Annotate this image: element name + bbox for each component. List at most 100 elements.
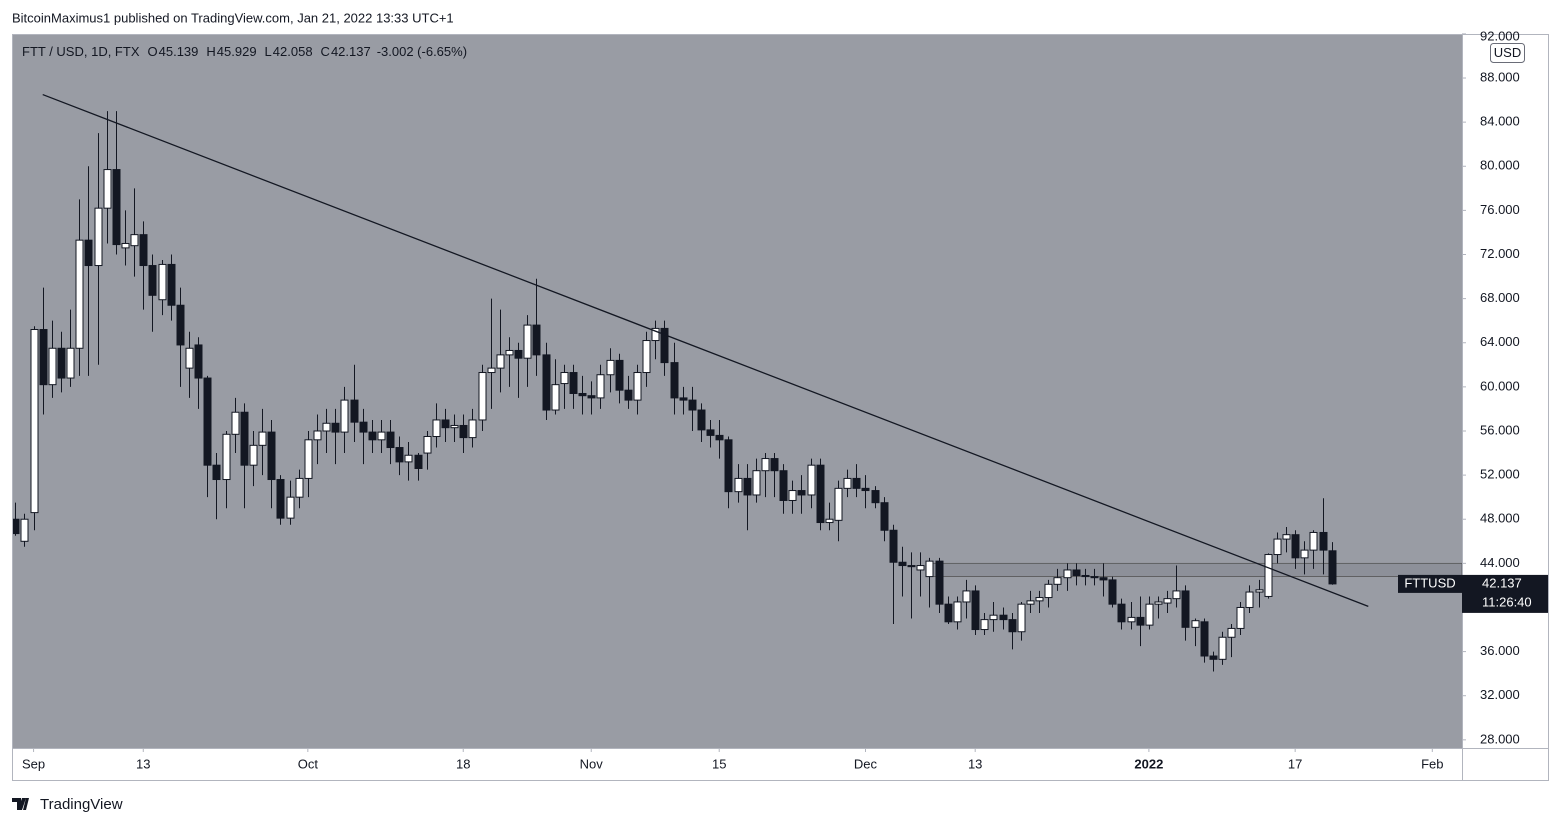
- candle-body: [1099, 577, 1108, 581]
- candle-body: [880, 502, 889, 531]
- candle-body: [350, 399, 359, 423]
- candle-body: [633, 372, 642, 401]
- candle-body: [48, 347, 57, 386]
- chart: 28.00032.00036.00040.00044.00048.00052.0…: [12, 28, 1549, 781]
- ohlc-key: L: [265, 44, 272, 59]
- candle-body: [450, 424, 459, 429]
- candle-body: [715, 434, 724, 441]
- candle-body: [1017, 603, 1026, 633]
- candle-body: [752, 470, 761, 496]
- candle-body: [569, 372, 578, 394]
- footer-logo: [12, 798, 29, 810]
- candle-body: [807, 464, 816, 496]
- ohlc-key: C: [321, 44, 330, 59]
- y-tick-label: 92.000: [1480, 28, 1520, 43]
- candle-body: [624, 389, 633, 401]
- candle-body: [761, 458, 770, 472]
- candle-body: [66, 347, 75, 379]
- candle-body: [441, 419, 450, 429]
- candle-body: [1053, 577, 1062, 585]
- candle-body: [587, 395, 596, 399]
- candle-body: [267, 431, 276, 481]
- ohlc-value: 45.929: [217, 44, 257, 59]
- x-tick-label: 17: [1288, 756, 1302, 771]
- x-tick-label: Feb: [1421, 756, 1443, 771]
- candle-body: [331, 422, 340, 433]
- candle-body: [377, 431, 386, 441]
- candle-body: [194, 344, 203, 379]
- ohlc-value: 45.139: [159, 44, 199, 59]
- candle-body: [935, 560, 944, 605]
- ohlc-key: O: [148, 44, 158, 59]
- candle-body: [925, 560, 934, 578]
- candle-body: [1181, 590, 1190, 628]
- candle-body: [295, 477, 304, 498]
- candle-body: [1236, 606, 1245, 629]
- y-tick-label: 64.000: [1480, 334, 1520, 349]
- candle-body: [1191, 620, 1200, 628]
- candle-body: [1255, 589, 1264, 593]
- candle-body: [816, 464, 825, 524]
- candle-body: [1200, 621, 1209, 657]
- y-tick-label: 72.000: [1480, 246, 1520, 261]
- x-tick-label: Nov: [580, 756, 604, 771]
- countdown-label: 11:26:40: [1482, 594, 1532, 609]
- candle-body: [1081, 574, 1090, 578]
- candle-body: [1300, 549, 1309, 559]
- candle-body: [459, 424, 468, 439]
- footer-brand: TradingView: [40, 796, 123, 813]
- candle-body: [578, 392, 587, 397]
- candle-body: [898, 561, 907, 567]
- currency-label: USD: [1494, 45, 1521, 60]
- y-tick-label: 48.000: [1480, 511, 1520, 526]
- candle-body: [1145, 603, 1154, 626]
- candle-body: [1319, 531, 1328, 551]
- candle-body: [276, 479, 285, 519]
- candle-body: [84, 239, 93, 267]
- candle-body: [414, 454, 423, 469]
- y-tick-label: 68.000: [1480, 290, 1520, 305]
- y-tick-label: 84.000: [1480, 114, 1520, 129]
- candle-body: [121, 242, 130, 249]
- candle-body: [240, 411, 249, 466]
- plot: [13, 93, 1462, 672]
- ohlc-value: 42.058: [273, 44, 313, 59]
- candle-body: [1328, 550, 1337, 585]
- candle-body: [212, 464, 221, 481]
- candle-body: [1291, 534, 1300, 559]
- candle-body: [1072, 569, 1081, 576]
- candle-body: [944, 603, 953, 623]
- candle-body: [514, 349, 523, 359]
- candle-body: [395, 447, 404, 463]
- candle-body: [103, 169, 112, 209]
- candle-body: [660, 327, 669, 364]
- candle-body: [1172, 590, 1181, 600]
- candle-body: [167, 263, 176, 306]
- candle-body: [999, 614, 1008, 621]
- candle-body: [1026, 600, 1035, 605]
- candle-body: [13, 518, 20, 535]
- y-tick-label: 44.000: [1480, 555, 1520, 570]
- candle-body: [551, 384, 560, 411]
- y-tick-label: 36.000: [1480, 643, 1520, 658]
- candle-body: [889, 529, 898, 563]
- candle-body: [94, 207, 103, 267]
- candle-body: [322, 422, 331, 432]
- candle-body: [980, 619, 989, 631]
- candle-body: [971, 590, 980, 631]
- candle-body: [724, 439, 733, 493]
- candle-body: [304, 439, 313, 479]
- candle-body: [1044, 583, 1053, 599]
- candle-body: [1117, 603, 1126, 623]
- candle-body: [404, 454, 413, 463]
- x-tick-label: 13: [136, 756, 150, 771]
- candle-body: [1108, 579, 1117, 605]
- candle-body: [1245, 591, 1254, 608]
- candle-body: [423, 436, 432, 454]
- y-tick-label: 28.000: [1480, 731, 1520, 746]
- candle-body: [39, 329, 48, 386]
- candle-body: [1273, 538, 1282, 556]
- candle-body: [788, 490, 797, 501]
- candle-body: [1209, 655, 1218, 660]
